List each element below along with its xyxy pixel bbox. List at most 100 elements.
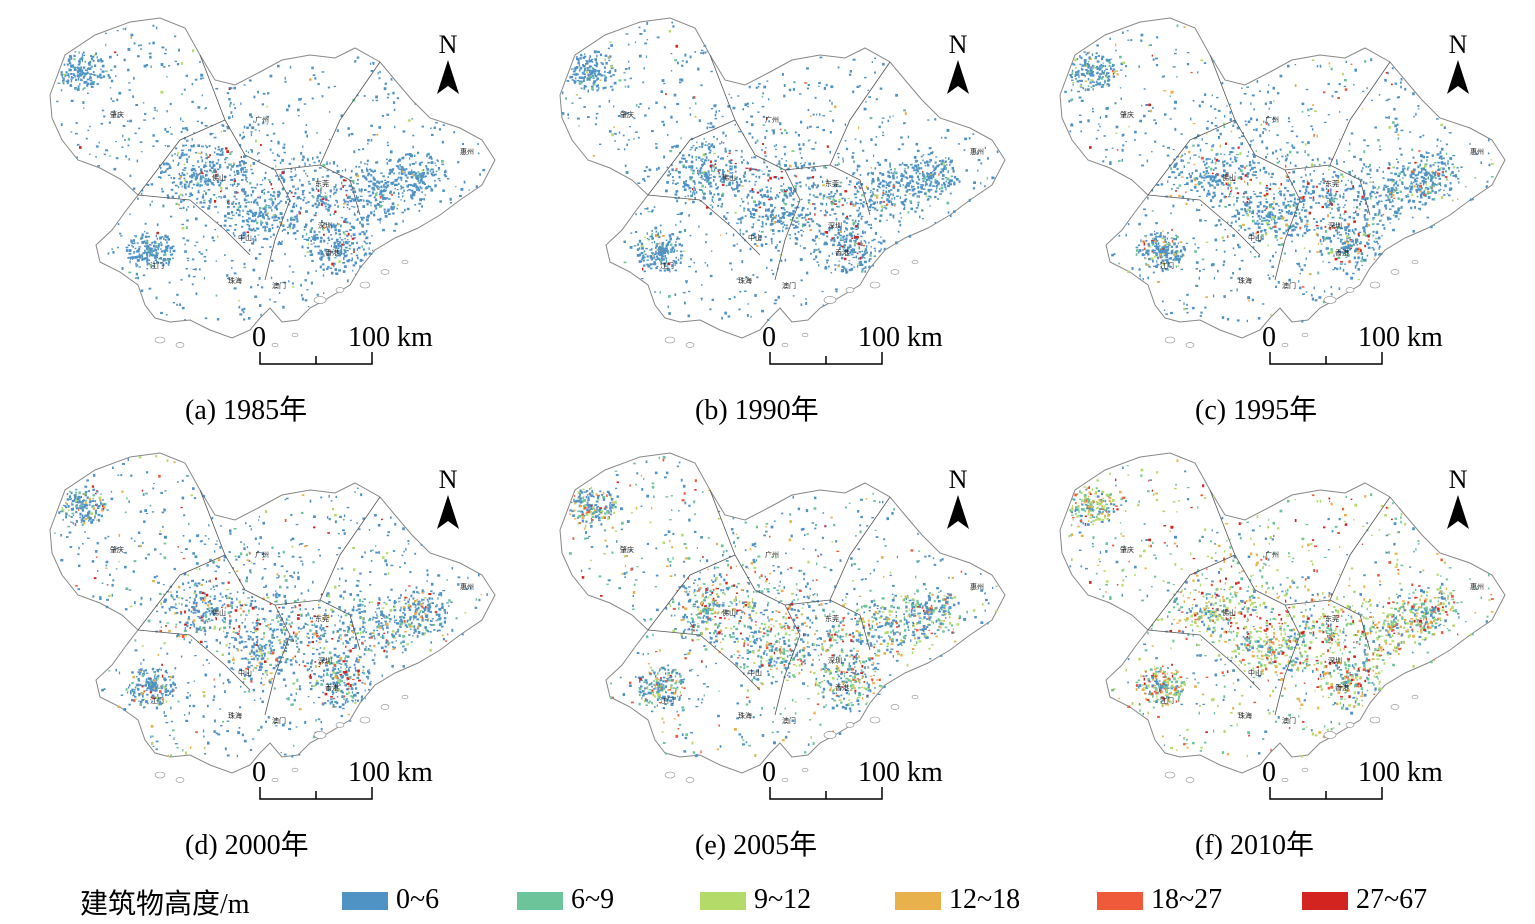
- coastal-islands: [1164, 259, 1419, 348]
- panel-caption: (a) 1985年: [185, 395, 308, 426]
- city-label: 肇庆: [1120, 545, 1134, 554]
- north-arrow-icon: [1447, 60, 1469, 94]
- scale-bar-line: [769, 352, 883, 365]
- legend-swatch: [342, 892, 388, 910]
- city-label: 肇庆: [620, 545, 634, 554]
- city-label: 佛山: [1222, 608, 1236, 617]
- city-label: 江门: [1160, 696, 1174, 705]
- built-up-area: [54, 455, 488, 758]
- city-label: 肇庆: [1120, 110, 1134, 119]
- legend-label: 12~18: [949, 884, 1021, 915]
- north-arrow: N: [428, 32, 468, 96]
- city-label: 澳门: [1282, 281, 1296, 290]
- city-boundaries: [137, 54, 381, 281]
- north-label: N: [948, 30, 968, 59]
- scale-end-label: 100 km: [348, 757, 433, 788]
- city-label: 深圳: [318, 656, 332, 665]
- city-label: 澳门: [272, 281, 286, 290]
- panel-caption: (d) 2000年: [185, 830, 309, 861]
- city-label: 珠海: [738, 711, 752, 720]
- city-label: 惠州: [970, 582, 984, 591]
- city-label: 佛山: [1222, 173, 1236, 182]
- city-label: 东莞: [825, 179, 839, 188]
- panel-caption: (c) 1995年: [1195, 395, 1318, 426]
- city-label: 东莞: [1325, 614, 1339, 623]
- north-label: N: [438, 30, 458, 59]
- city-label: 广州: [765, 550, 779, 559]
- city-label: 中山: [1248, 233, 1262, 242]
- legend-label: 18~27: [1151, 884, 1223, 915]
- city-label: 江门: [660, 261, 674, 270]
- north-arrow: N: [1438, 32, 1478, 96]
- city-boundaries: [1147, 489, 1391, 716]
- scale-end-label: 100 km: [1358, 757, 1443, 788]
- city-label: 中山: [748, 668, 762, 677]
- city-label: 佛山: [212, 608, 226, 617]
- city-label: 东莞: [825, 614, 839, 623]
- scale-start-label: 0: [252, 757, 266, 788]
- legend-label: 27~67: [1356, 884, 1428, 915]
- coastal-islands: [664, 259, 919, 348]
- north-arrow-icon: [947, 60, 969, 94]
- city-label: 澳门: [1282, 716, 1296, 725]
- city-label: 香港: [1335, 683, 1349, 692]
- legend-swatch: [1302, 892, 1348, 910]
- legend-label: 0~6: [396, 884, 440, 915]
- city-label: 澳门: [782, 716, 796, 725]
- scale-bar-line: [259, 352, 373, 365]
- coastal-islands: [154, 259, 409, 348]
- city-label: 中山: [748, 233, 762, 242]
- panel-caption: (f) 2010年: [1195, 830, 1314, 861]
- city-boundaries: [647, 489, 891, 716]
- north-arrow: N: [938, 467, 978, 531]
- city-label: 深圳: [1328, 221, 1342, 230]
- north-arrow-icon: [947, 495, 969, 529]
- city-label: 香港: [325, 683, 339, 692]
- city-boundaries: [647, 54, 891, 281]
- north-arrow-icon: [1447, 495, 1469, 529]
- scale-bar: 0 100 km: [252, 757, 442, 807]
- coastal-islands: [1164, 694, 1419, 783]
- built-up-area: [1068, 459, 1494, 758]
- city-label: 中山: [238, 668, 252, 677]
- city-label: 佛山: [722, 608, 736, 617]
- city-label: 中山: [1248, 668, 1262, 677]
- panel-caption: (b) 1990年: [695, 395, 819, 426]
- scale-end-label: 100 km: [858, 757, 943, 788]
- city-label: 珠海: [1238, 276, 1252, 285]
- north-arrow: N: [1438, 467, 1478, 531]
- legend-swatch: [1097, 892, 1143, 910]
- city-label: 深圳: [318, 221, 332, 230]
- built-up-area: [1064, 24, 1494, 323]
- city-label: 广州: [765, 115, 779, 124]
- city-label: 惠州: [1470, 582, 1484, 591]
- north-arrow-icon: [437, 60, 459, 94]
- built-up-area: [568, 455, 998, 758]
- coastal-islands: [154, 694, 409, 783]
- city-label: 佛山: [212, 173, 226, 182]
- scale-start-label: 0: [762, 757, 776, 788]
- map-panel-1995: 肇庆 广州 惠州 佛山 东莞 深圳 中山 香港 江门 珠海 澳门 N 0 100 km (c) 1995年: [1030, 0, 1530, 430]
- scale-end-label: 100 km: [1358, 322, 1443, 353]
- scale-start-label: 0: [252, 322, 266, 353]
- scale-bar-line: [259, 787, 373, 800]
- city-label: 东莞: [1325, 179, 1339, 188]
- city-label: 江门: [150, 696, 164, 705]
- city-label: 广州: [1265, 115, 1279, 124]
- city-label: 中山: [238, 233, 252, 242]
- city-label: 佛山: [722, 173, 736, 182]
- legend-label: 6~9: [571, 884, 615, 915]
- scale-bar-line: [1269, 787, 1383, 800]
- city-label: 惠州: [970, 147, 984, 156]
- city-label: 深圳: [1328, 656, 1342, 665]
- map-panel-2005: 肇庆 广州 惠州 佛山 东莞 深圳 中山 香港 江门 珠海 澳门 N 0 100 km (e) 2005年: [530, 435, 1030, 865]
- scale-end-label: 100 km: [858, 322, 943, 353]
- city-label: 澳门: [272, 716, 286, 725]
- north-arrow: N: [938, 32, 978, 96]
- north-arrow: N: [428, 467, 468, 531]
- city-label: 惠州: [460, 582, 474, 591]
- city-label: 珠海: [228, 276, 242, 285]
- city-boundaries: [1147, 54, 1391, 281]
